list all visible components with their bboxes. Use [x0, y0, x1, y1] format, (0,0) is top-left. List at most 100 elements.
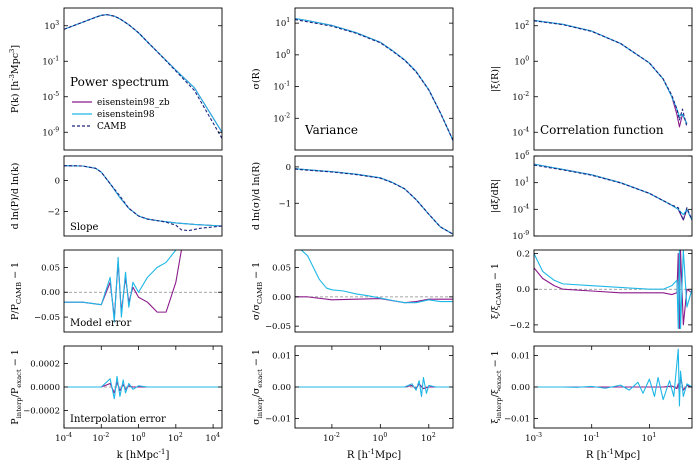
y-tick-label: 10-9: [512, 230, 530, 242]
panel-title: Correlation function: [540, 123, 664, 137]
x-axis-label: R [h-1Mpc]: [347, 447, 401, 461]
series-line-eisenstein98: [534, 163, 692, 221]
y-tick-label: 10-5: [42, 91, 60, 103]
series-line-eisenstein98_zb: [295, 168, 453, 235]
series-line-eisenstein98: [295, 376, 453, 398]
y-tick-label: 103: [44, 20, 60, 32]
axes-frame: [533, 249, 693, 333]
panel-interpolation-error: 0.0002 0.0000 −0.0002 10-4 10-2 100 102 104…: [10, 345, 223, 461]
y-axis-label: σ/σCAMB − 1: [251, 262, 264, 320]
panel-title: Model error: [70, 318, 131, 329]
series-line-eisenstein98_zb: [534, 163, 692, 221]
x-tick-label: 10-3: [525, 432, 543, 444]
y-axis-label: |ξ(R)|: [490, 66, 501, 92]
axes-frame: [294, 7, 454, 151]
panel-variance-interpolation-error: 0.01 0.00 −0.01 10-2 100 102 σinterp/σexact…: [251, 345, 454, 461]
y-tick-label: 10-2: [273, 112, 291, 124]
axes-frame: [63, 155, 223, 237]
y-axis-label: P/PCAMB − 1: [10, 262, 23, 320]
x-axis-label: k [hMpc-1]: [117, 447, 170, 461]
y-tick-label: −0.01: [265, 415, 291, 425]
y-tick-label: −0.05: [34, 313, 60, 323]
axes-frame: [533, 7, 693, 151]
y-tick-label: 10-4: [512, 203, 530, 215]
legend-label: eisenstein98_zb: [97, 98, 170, 108]
series-line-eisenstein98: [534, 250, 692, 329]
y-axis-label: d ln(σ)/d ln(R): [251, 162, 262, 230]
axes-frame: [294, 249, 454, 333]
legend: eisenstein98_zb eisenstein98 CAMB: [72, 98, 170, 132]
series-line-eisenstein98: [300, 250, 453, 304]
x-tick-label: 101: [642, 432, 658, 444]
x-tick-label: 102: [421, 432, 437, 444]
y-tick-label: 0.2: [516, 250, 530, 260]
y-axis-label: ξ/ξCAMB − 1: [490, 263, 503, 319]
series-line-eisenstein98: [64, 165, 222, 227]
legend-label: CAMB: [97, 122, 127, 132]
y-axis-label: |dξ/dR|: [490, 179, 501, 213]
series-line-eisenstein98_zb: [295, 383, 453, 390]
series-line-CAMB: [64, 14, 222, 139]
axes-frame: [533, 155, 693, 237]
panel-correlation-model-error: 0.2 0.0 −0.2 ξ/ξCAMB − 1: [490, 249, 693, 333]
panel-model-error: 0.05 0.00 −0.05 P/PCAMB − 1 Model error: [10, 249, 223, 333]
y-tick-label: 0.0: [516, 285, 530, 295]
y-axis-label: P(k) [h-3Mpc3]: [8, 45, 21, 113]
y-axis-label: d ln(P)/d ln(k): [10, 163, 21, 230]
panel-variance-model-error: 0.05 0.00 −0.05σ/σCAMB − 1: [251, 249, 454, 333]
y-axis-label: ξinterp/ξexact − 1: [490, 350, 503, 423]
y-tick-label: 100: [514, 55, 530, 67]
panel-title: Slope: [70, 222, 98, 233]
series-line-CAMB: [295, 18, 453, 141]
x-tick-label: 10-1: [583, 432, 601, 444]
y-tick-label: 10-9: [42, 126, 60, 138]
panel-variance-slope: 0 −1 d ln(σ)/d ln(R): [251, 155, 454, 237]
panel-correlation-interpolation-error: 0.01 0.00 −0.01 10-3 10-1 101 ξinterp/ξexac…: [490, 345, 693, 461]
y-tick-label: 0.0002: [30, 360, 60, 370]
series-line-eisenstein98_zb: [64, 381, 222, 394]
y-tick-label: 0.00: [511, 383, 530, 393]
axes-frame: [63, 7, 223, 151]
y-tick-label: 0.0000: [30, 383, 60, 393]
series-line-eisenstein98_zb: [64, 165, 222, 227]
panel-title: Variance: [304, 123, 358, 137]
series-line-CAMB: [64, 165, 222, 232]
y-tick-label: 0.05: [272, 264, 291, 274]
y-tick-label: 102: [514, 20, 530, 32]
y-tick-label: −0.01: [504, 415, 530, 425]
series-line-eisenstein98: [64, 375, 222, 400]
y-tick-label: −0.2: [509, 321, 530, 331]
axes-frame: [294, 155, 454, 237]
y-tick-label: −0.05: [265, 322, 291, 332]
series-line-eisenstein98: [64, 250, 177, 323]
panel-variance: 101 100 10-1 10-2 σ(R) Variance: [251, 7, 454, 151]
y-tick-label: 101: [514, 177, 530, 189]
panel-title: Interpolation error: [70, 414, 166, 425]
y-tick-label: 0: [286, 163, 291, 173]
panel-power-spectrum: 103 10-1 10-5 10-9 P(k) [h-3Mpc3] Power s…: [8, 7, 223, 151]
x-tick-label: 10-4: [55, 432, 73, 444]
y-axis-label: σinterp/σexact − 1: [251, 349, 264, 425]
x-tick-label: 104: [205, 432, 221, 444]
y-tick-label: 100: [275, 49, 291, 61]
y-tick-label: 0.00: [41, 288, 60, 298]
legend-label: eisenstein98: [97, 110, 155, 120]
series-line-eisenstein98_zb: [534, 250, 692, 329]
y-tick-label: 0.00: [272, 383, 291, 393]
y-tick-label: −1: [278, 199, 291, 209]
y-tick-label: 0.01: [511, 351, 530, 361]
series-line-eisenstein98: [534, 19, 688, 125]
y-tick-label: 10-4: [512, 126, 530, 138]
y-tick-label: −2: [47, 207, 60, 217]
x-tick-label: 10-2: [323, 432, 341, 444]
x-tick-label: 100: [131, 432, 147, 444]
y-tick-label: 10-1: [273, 81, 291, 93]
series-line-CAMB: [534, 164, 692, 221]
series-line-eisenstein98_zb: [534, 19, 688, 128]
series-line-eisenstein98_zb: [534, 376, 692, 394]
y-axis-label: σ(R): [251, 68, 262, 89]
panel-title: Power spectrum: [70, 75, 170, 89]
y-tick-label: 106: [514, 150, 530, 162]
x-axis-label: R [h-1Mpc]: [586, 447, 640, 461]
